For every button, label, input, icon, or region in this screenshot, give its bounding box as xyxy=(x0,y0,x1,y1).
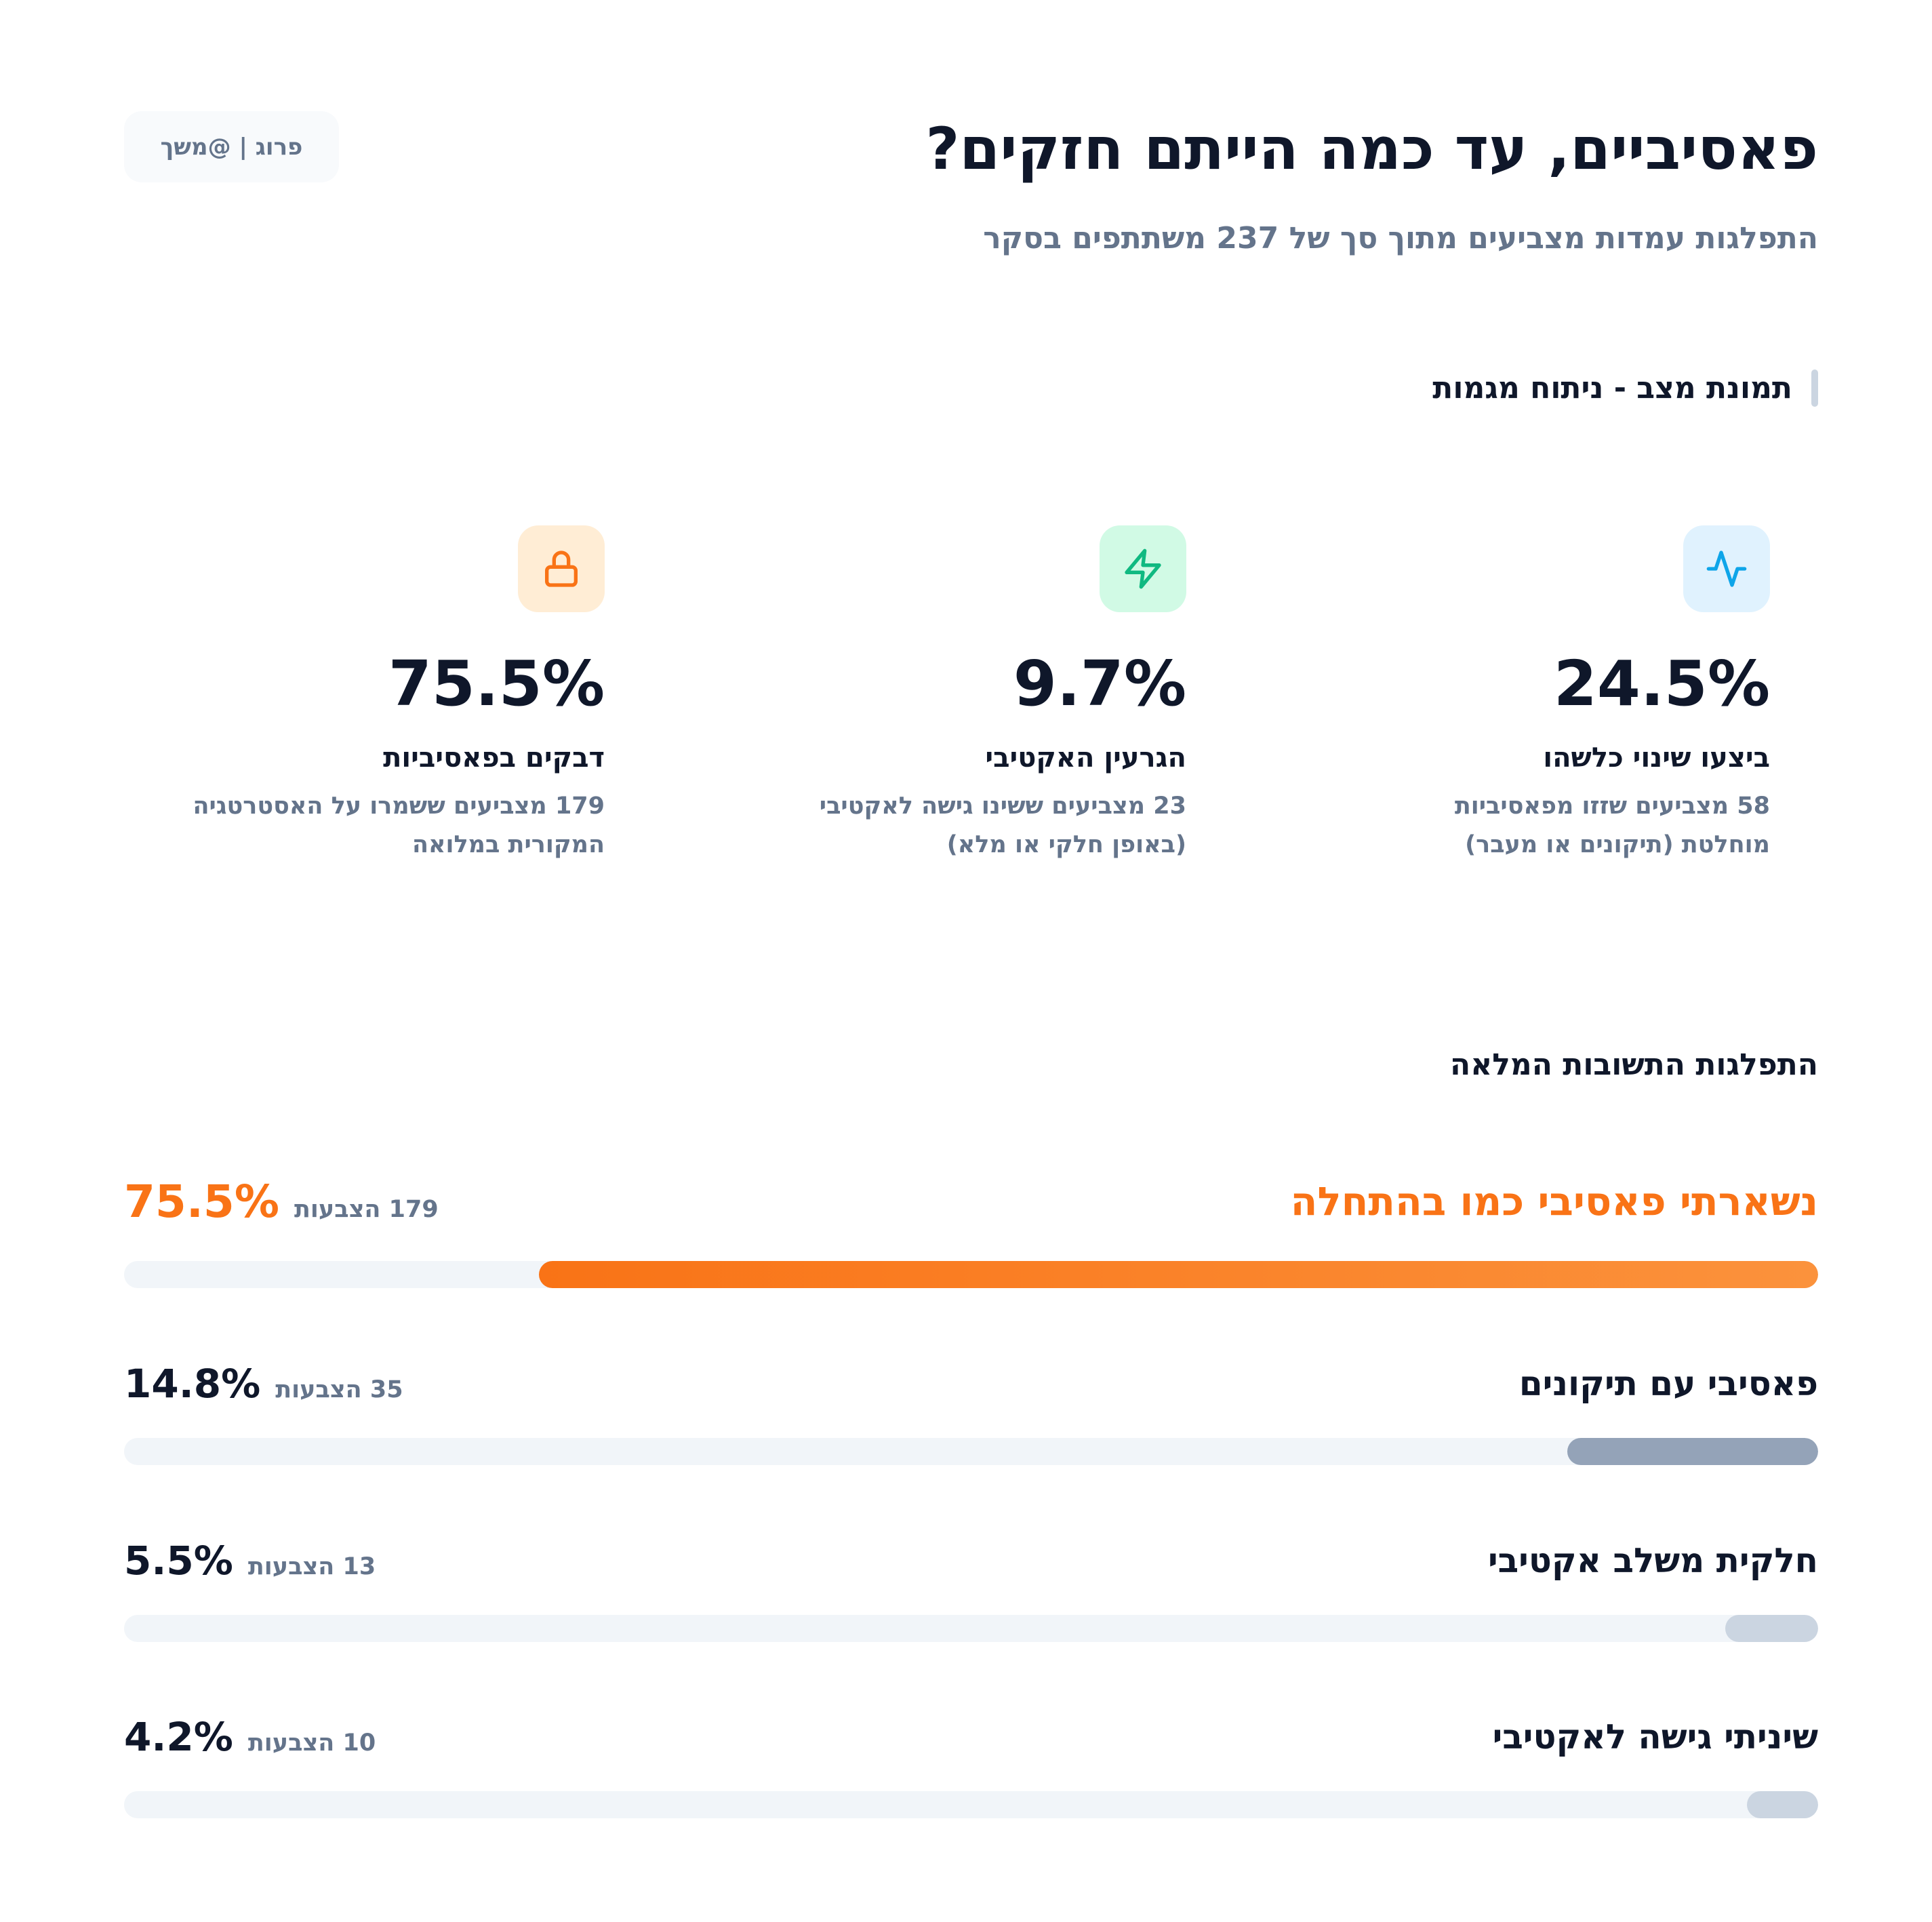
activity-icon xyxy=(1683,525,1770,612)
stat-label: הגרעין האקטיבי xyxy=(985,742,1186,774)
row-percent: 5.5% xyxy=(124,1538,233,1584)
row-percent: 75.5% xyxy=(124,1175,279,1228)
progress-track xyxy=(124,1791,1818,1818)
stat-description: 58 מצביעים שזזו מפאסיביות מוחלטת (תיקוני… xyxy=(1454,793,1770,858)
row-count: 13 הצבעות xyxy=(247,1553,376,1580)
page-subtitle: התפלגות עמדות מצביעים מתוך סך של 237 משת… xyxy=(983,221,1818,256)
stat-value: 75.5% xyxy=(388,647,605,720)
stat-description: 179 מצביעים ששמרו על האסטרטגיה המקורית ב… xyxy=(193,793,605,858)
stat-card-active-core: 9.7% הגרעין האקטיבי 23 מצביעים ששינו גיש… xyxy=(671,525,1186,864)
progress-track xyxy=(124,1261,1818,1288)
section-accent-bar xyxy=(1811,369,1818,407)
stat-label: דבקים בפאסיביות xyxy=(383,742,605,774)
row-count: 10 הצבעות xyxy=(247,1729,376,1757)
row-count: 179 הצבעות xyxy=(294,1195,439,1223)
progress-track xyxy=(124,1438,1818,1465)
row-label: שיניתי גישה לאקטיבי xyxy=(1492,1717,1818,1757)
distribution-row: פאסיבי עם תיקונים 35 הצבעות 14.8% xyxy=(124,1357,1818,1465)
distribution-row: חלקית משלב אקטיבי 13 הצבעות 5.5% xyxy=(124,1534,1818,1642)
lock-icon xyxy=(518,525,605,612)
progress-track xyxy=(124,1615,1818,1642)
lightning-icon xyxy=(1100,525,1186,612)
section-title: תמונת מצב - ניתוח מגמות xyxy=(1432,371,1792,405)
stat-description: 23 מצביעים ששינו גישה לאקטיבי (באופן חלק… xyxy=(819,793,1186,858)
row-count: 35 הצבעות xyxy=(275,1376,403,1403)
section-header-snapshot: תמונת מצב - ניתוח מגמות xyxy=(1432,369,1818,407)
progress-fill xyxy=(1747,1791,1818,1818)
stat-card-passive: 75.5% דבקים בפאסיביות 179 מצביעים ששמרו … xyxy=(89,525,605,864)
row-label: פאסיבי עם תיקונים xyxy=(1518,1364,1818,1403)
distribution-row: נשארתי פאסיבי כמו בהתחלה 179 הצבעות 75.5% xyxy=(124,1174,1818,1288)
progress-fill xyxy=(1725,1615,1818,1642)
row-percent: 14.8% xyxy=(124,1361,261,1407)
row-label: חלקית משלב אקטיבי xyxy=(1487,1541,1818,1580)
progress-fill xyxy=(539,1261,1818,1288)
row-percent: 4.2% xyxy=(124,1714,233,1760)
row-label: נשארתי פאסיבי כמו בהתחלה xyxy=(1290,1178,1818,1224)
distribution-row: שיניתי גישה לאקטיבי 10 הצבעות 4.2% xyxy=(124,1710,1818,1818)
author-badge: פרוג | @משך xyxy=(124,111,339,182)
page-title: פאסיביים, עד כמה הייתם חזקים? xyxy=(925,115,1819,183)
stat-value: 9.7% xyxy=(1013,647,1186,720)
progress-fill xyxy=(1567,1438,1818,1465)
stat-value: 24.5% xyxy=(1553,647,1770,720)
stat-label: ביצעו שינוי כלשהו xyxy=(1543,742,1770,774)
section-title-distribution: התפלגות התשובות המלאה xyxy=(1450,1047,1818,1082)
stat-card-changed: 24.5% ביצעו שינוי כלשהו 58 מצביעים שזזו … xyxy=(1255,525,1770,864)
